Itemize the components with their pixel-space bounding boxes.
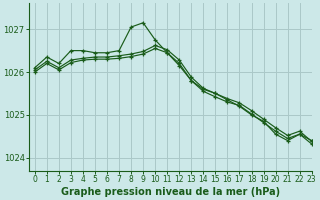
X-axis label: Graphe pression niveau de la mer (hPa): Graphe pression niveau de la mer (hPa) (61, 187, 280, 197)
